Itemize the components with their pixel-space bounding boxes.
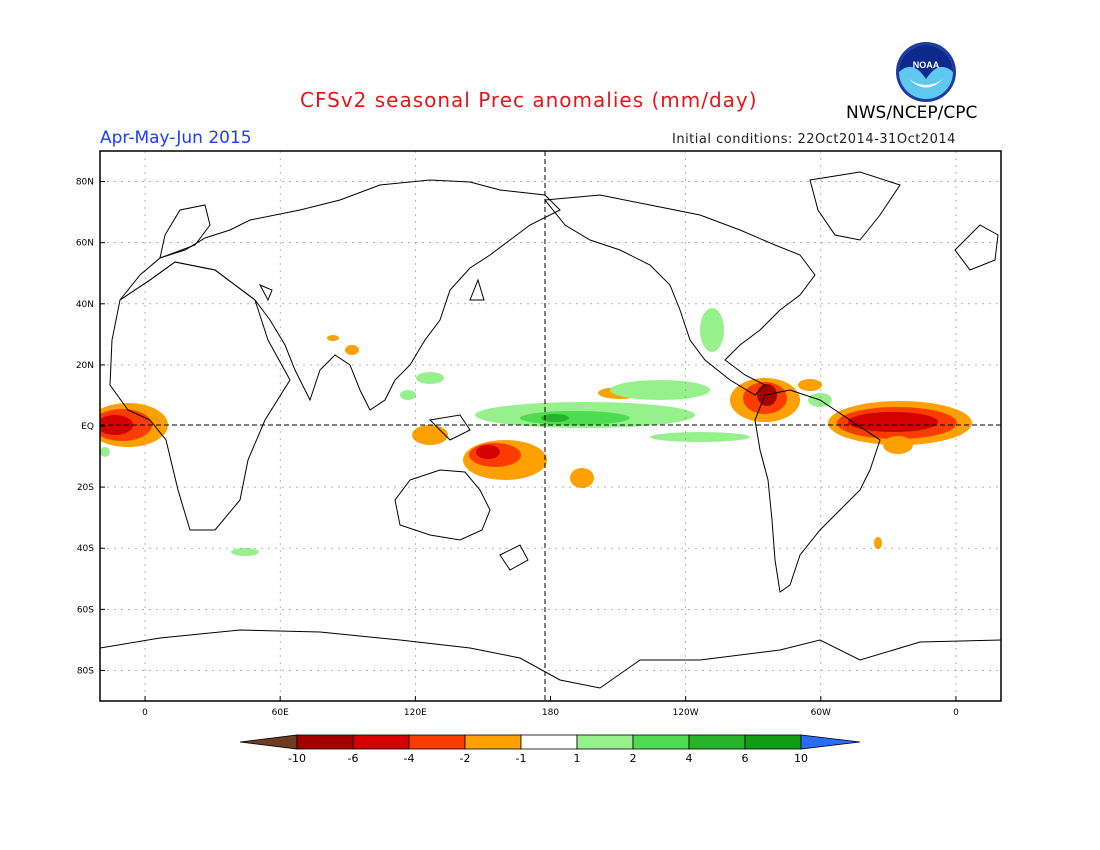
lon-label: 180 [542, 708, 559, 718]
colorbar-swatch [296, 734, 354, 750]
initial-conditions-label: Initial conditions: 22Oct2014-31Oct2014 [672, 132, 956, 147]
latitude-labels: 80N 60N 40N 20N EQ 20S 40S 60S 80S [76, 178, 105, 676]
graticule [100, 151, 1001, 701]
lat-label: 80S [77, 666, 94, 676]
lat-label: 20N [76, 361, 94, 371]
colorbar-label: -6 [348, 752, 359, 765]
colorbar-label: -10 [288, 752, 306, 765]
colorbar-label: 10 [794, 752, 808, 765]
season-label: Apr-May-Jun 2015 [100, 128, 252, 148]
lon-label: 0 [142, 708, 148, 718]
colorbar-swatch [464, 734, 522, 750]
colorbar-swatch [632, 734, 690, 750]
lat-label: EQ [81, 422, 94, 432]
coastlines [100, 171, 1001, 689]
colorbar-label: -1 [516, 752, 527, 765]
colorbar-swatch [352, 734, 410, 750]
colorbar-swatch [688, 734, 746, 750]
colorbar-under-arrow [239, 734, 298, 750]
lon-label: 0 [953, 708, 959, 718]
lat-label: 80N [76, 178, 94, 188]
colorbar-label: 1 [574, 752, 581, 765]
colorbar-label: -4 [404, 752, 415, 765]
longitude-labels: 0 60E 120E 180 120W 60W 0 [142, 696, 959, 718]
logo-text: NOAA [913, 60, 940, 70]
lat-label: 40N [76, 300, 94, 310]
colorbar-over-arrow [800, 734, 861, 750]
lon-label: 120E [404, 708, 427, 718]
lat-label: 40S [77, 544, 94, 554]
colorbar-swatch [576, 734, 634, 750]
lat-label: 60N [76, 239, 94, 249]
colorbar-swatch [520, 734, 578, 750]
lat-label: 20S [77, 483, 94, 493]
colorbar-label: 4 [686, 752, 693, 765]
lon-label: 120W [673, 708, 699, 718]
lat-label: 60S [77, 605, 94, 615]
map-title: CFSv2 seasonal Prec anomalies (mm/day) [300, 88, 758, 112]
lon-label: 60E [272, 708, 289, 718]
anomaly-shading [100, 308, 972, 556]
lon-label: 60W [811, 708, 831, 718]
colorbar-swatch [408, 734, 466, 750]
colorbar-label: 6 [742, 752, 749, 765]
noaa-logo: NOAA [896, 42, 956, 102]
colorbar-swatch [744, 734, 802, 750]
agency-label: NWS/NCEP/CPC [846, 103, 978, 123]
colorbar-label: -2 [460, 752, 471, 765]
colorbar-label: 2 [630, 752, 637, 765]
colorbar: -10 -6 -4 -2 -1 1 2 4 6 10 [239, 734, 861, 765]
